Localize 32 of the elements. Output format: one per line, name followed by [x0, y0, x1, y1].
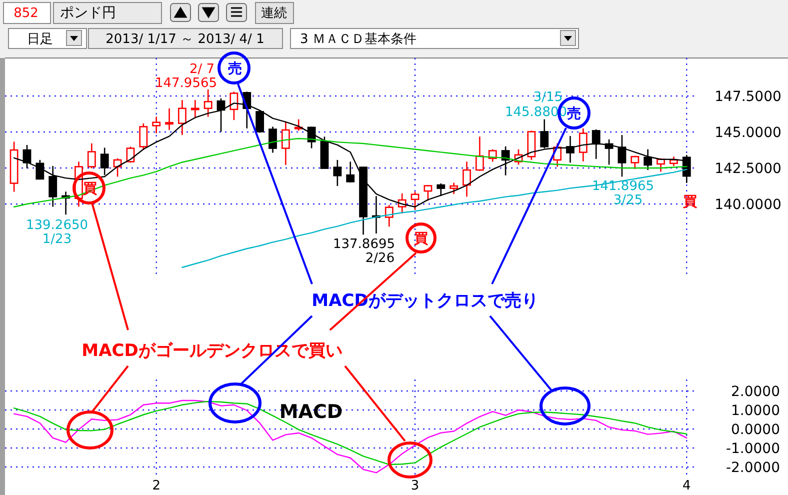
y-tick-label: 2.0000: [731, 384, 780, 400]
y-tick-label: 145.0000: [714, 125, 782, 141]
annotation: 1/23: [42, 232, 72, 247]
annotation: 買: [682, 194, 697, 210]
annotation: 3/25: [613, 193, 643, 208]
text: 2013/ 1/17 ～ 2013/ 4/ 1: [106, 32, 264, 47]
text: ポンド円: [60, 5, 116, 21]
y-tick-label: 0.0000: [731, 422, 780, 438]
annotation: 2/ 7: [189, 62, 215, 77]
annotation: 買: [413, 231, 428, 247]
y-tick-label: 1.0000: [731, 403, 780, 419]
annotation: MACD: [279, 401, 343, 423]
text: 日足: [27, 32, 53, 47]
annotation: 3/15: [533, 90, 563, 105]
text: 連続: [261, 6, 287, 21]
x-tick-label: 2: [152, 478, 160, 494]
annotation: 139.2650: [26, 218, 88, 233]
annotation: 売: [567, 106, 581, 122]
annotation: 売: [228, 61, 242, 77]
text: 3 ＭＡＣＤ基本条件: [300, 32, 416, 47]
y-tick-label: 140.0000: [714, 197, 782, 213]
y-tick-label: -1.0000: [726, 441, 780, 457]
x-tick-label: 4: [682, 478, 691, 494]
x-tick-label: 3: [410, 478, 420, 494]
text: 852: [14, 6, 38, 21]
y-tick-label: 142.5000: [714, 161, 782, 177]
annotation: 147.9565: [154, 76, 218, 91]
annotation: 2/26: [365, 251, 395, 266]
annotation: 137.8695: [332, 237, 396, 252]
annotation: 141.8965: [592, 179, 654, 194]
y-tick-label: 147.5000: [714, 89, 782, 105]
y-tick-label: -2.0000: [726, 460, 780, 476]
